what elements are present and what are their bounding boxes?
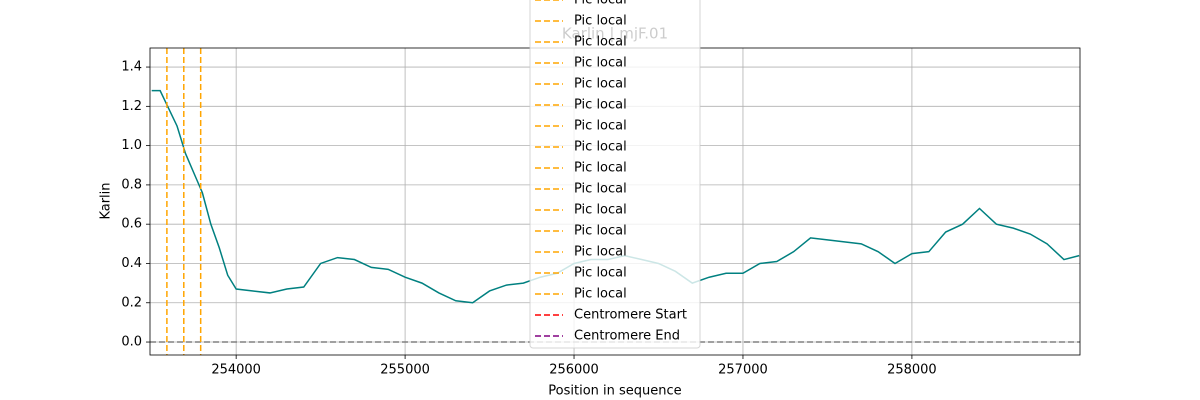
y-tick-label: 0.4 bbox=[121, 256, 142, 271]
y-tick-label: 0.2 bbox=[121, 295, 142, 310]
legend-label: Pic local bbox=[574, 224, 627, 239]
y-tick-label: 1.4 bbox=[121, 60, 142, 75]
y-tick-label: 0.8 bbox=[121, 177, 142, 192]
legend-label: Pic local bbox=[574, 14, 627, 29]
y-tick-label: 1.0 bbox=[121, 138, 142, 153]
legend-label: Pic local bbox=[574, 0, 627, 8]
legend-label: Pic local bbox=[574, 203, 627, 218]
legend: Pic local Pic local Pic local Pic local Pic … bbox=[529, 0, 701, 349]
legend-label: Pic local bbox=[574, 77, 627, 92]
x-tick-label: 255000 bbox=[380, 363, 430, 378]
legend-box bbox=[529, 0, 701, 349]
y-tick-label: 0.6 bbox=[121, 217, 142, 232]
x-axis-label: Position in sequence bbox=[548, 384, 681, 399]
y-tick-label: 1.2 bbox=[121, 99, 142, 114]
y-tick-label: 0.0 bbox=[121, 335, 142, 350]
legend-label: Centromere End bbox=[574, 329, 680, 344]
legend-label: Pic local bbox=[574, 35, 627, 50]
legend-label: Pic local bbox=[574, 140, 627, 155]
y-axis-label: Karlin bbox=[99, 182, 114, 219]
legend-label: Pic local bbox=[574, 56, 627, 71]
x-tick-label: 258000 bbox=[887, 363, 937, 378]
x-tick-label: 254000 bbox=[211, 363, 261, 378]
legend-label: Pic local bbox=[574, 287, 627, 302]
legend-label: Pic local bbox=[574, 182, 627, 197]
legend-label: Pic local bbox=[574, 266, 627, 281]
legend-label: Pic local bbox=[574, 161, 627, 176]
x-tick-label: 256000 bbox=[549, 363, 599, 378]
legend-label: Centromere Start bbox=[574, 308, 687, 323]
legend-label: Pic local bbox=[574, 119, 627, 134]
x-tick-label: 257000 bbox=[718, 363, 768, 378]
legend-label: Pic local bbox=[574, 245, 627, 260]
legend-label: Pic local bbox=[574, 98, 627, 113]
